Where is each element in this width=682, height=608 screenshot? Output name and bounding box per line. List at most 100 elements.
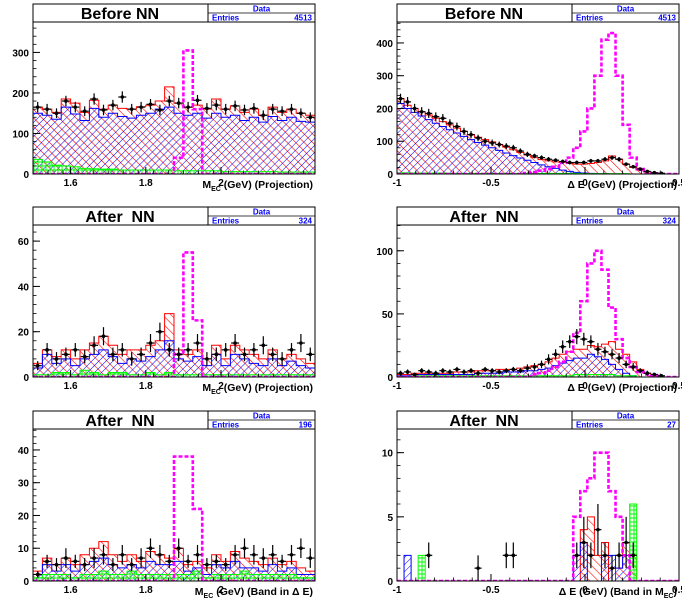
data-marker <box>624 362 628 367</box>
x-axis-label-main: Δ E <box>567 179 584 191</box>
data-point <box>306 347 315 362</box>
data-point <box>296 333 305 353</box>
data-point <box>446 119 454 128</box>
data-marker <box>582 337 586 341</box>
x-axis-label-rest: (GeV) (Projection) <box>221 382 313 394</box>
data-marker <box>426 370 431 374</box>
data-marker <box>398 371 403 376</box>
data-point <box>439 114 447 123</box>
data-point <box>240 104 249 116</box>
data-marker <box>539 362 544 367</box>
data-point <box>608 155 616 160</box>
data-point <box>481 137 489 145</box>
data-marker <box>638 368 643 373</box>
data-point <box>137 548 146 568</box>
data-marker <box>567 160 572 165</box>
data-point <box>488 139 496 147</box>
y-tick-label: 0 <box>387 373 393 384</box>
data-marker <box>139 556 143 560</box>
y-tick-label: 0 <box>23 577 29 588</box>
data-point <box>495 369 503 375</box>
histogram-panel-middle-left: 0 20 40 60 1.6 1.8 2 After NN Data Entries 324 MEC … <box>18 206 316 396</box>
data-marker <box>148 102 153 107</box>
x-axis-label-subscript: EC <box>211 186 221 193</box>
y-tick-label: 10 <box>18 544 30 555</box>
data-point <box>523 151 531 157</box>
plot-contents <box>397 249 679 377</box>
data-point <box>43 554 52 568</box>
plot-area <box>397 223 679 377</box>
x-tick-label: 2 <box>218 585 224 596</box>
x-axis-label-rest: (GeV) (Projection) <box>585 179 677 191</box>
data-marker <box>54 357 59 361</box>
data-marker <box>504 144 509 148</box>
data-point <box>212 554 221 568</box>
x-axis-label-main: M <box>202 382 211 394</box>
x-tick-label: 0.5 <box>672 381 682 392</box>
data-point <box>146 99 155 110</box>
data-marker <box>638 167 643 171</box>
data-point <box>594 342 602 356</box>
x-axis-label-subscript: EC <box>204 593 214 600</box>
y-tick-label: 0 <box>23 170 29 181</box>
data-point <box>502 542 510 569</box>
x-axis-label: MEC (GeV) (Projection) <box>202 382 313 396</box>
y-tick-label: 300 <box>376 72 393 83</box>
data-marker <box>419 109 424 114</box>
y-tick-label: 20 <box>18 328 30 339</box>
data-marker <box>35 105 40 109</box>
green-hatched-histogram <box>397 503 679 581</box>
data-point <box>90 548 99 568</box>
panel-title: After NN <box>396 206 573 226</box>
data-marker <box>214 352 219 357</box>
data-point <box>530 363 538 371</box>
data-point <box>61 548 70 568</box>
data-marker <box>490 141 494 145</box>
data-point <box>278 106 287 117</box>
data-marker <box>617 553 621 558</box>
data-point <box>306 112 315 123</box>
data-marker <box>652 170 657 174</box>
plot-contents <box>397 451 679 581</box>
data-point <box>587 542 595 569</box>
data-marker <box>64 352 68 357</box>
data-point <box>174 347 183 362</box>
x-tick-label: 1.8 <box>139 178 153 189</box>
data-point <box>184 343 193 357</box>
data-point <box>43 343 52 357</box>
data-marker <box>73 105 78 109</box>
data-marker <box>455 124 459 129</box>
data-point <box>538 155 546 160</box>
data-point <box>193 333 202 353</box>
data-point <box>418 368 426 374</box>
x-axis-label: MEC (GeV) (Projection) <box>202 179 313 193</box>
data-point <box>397 370 405 376</box>
data-point <box>545 354 553 365</box>
data-marker <box>261 343 266 348</box>
green-hatched-histogram <box>33 158 315 174</box>
data-point <box>636 368 644 374</box>
x-tick-label: 1.8 <box>139 585 153 596</box>
data-point <box>615 156 623 162</box>
data-point <box>212 347 221 362</box>
data-marker <box>511 145 516 150</box>
data-marker <box>242 352 247 357</box>
data-point <box>52 108 61 119</box>
y-tick-label: 10 <box>382 449 394 460</box>
data-point <box>202 558 211 572</box>
data-marker <box>582 160 586 165</box>
x-tick-label: 1.8 <box>139 381 153 392</box>
title-text: After NN <box>449 209 518 226</box>
data-marker <box>195 98 200 103</box>
data-point <box>165 343 174 357</box>
data-point <box>108 558 117 572</box>
data-point <box>622 516 630 569</box>
data-marker <box>308 556 313 560</box>
data-marker <box>214 559 219 564</box>
x-axis-label: Δ E (GeV) (Band in MEC) <box>559 586 677 600</box>
x-axis-label-main: Δ E <box>567 382 584 394</box>
data-point <box>43 103 52 115</box>
data-marker <box>101 334 106 339</box>
data-marker <box>176 546 181 551</box>
data-point <box>184 554 193 568</box>
